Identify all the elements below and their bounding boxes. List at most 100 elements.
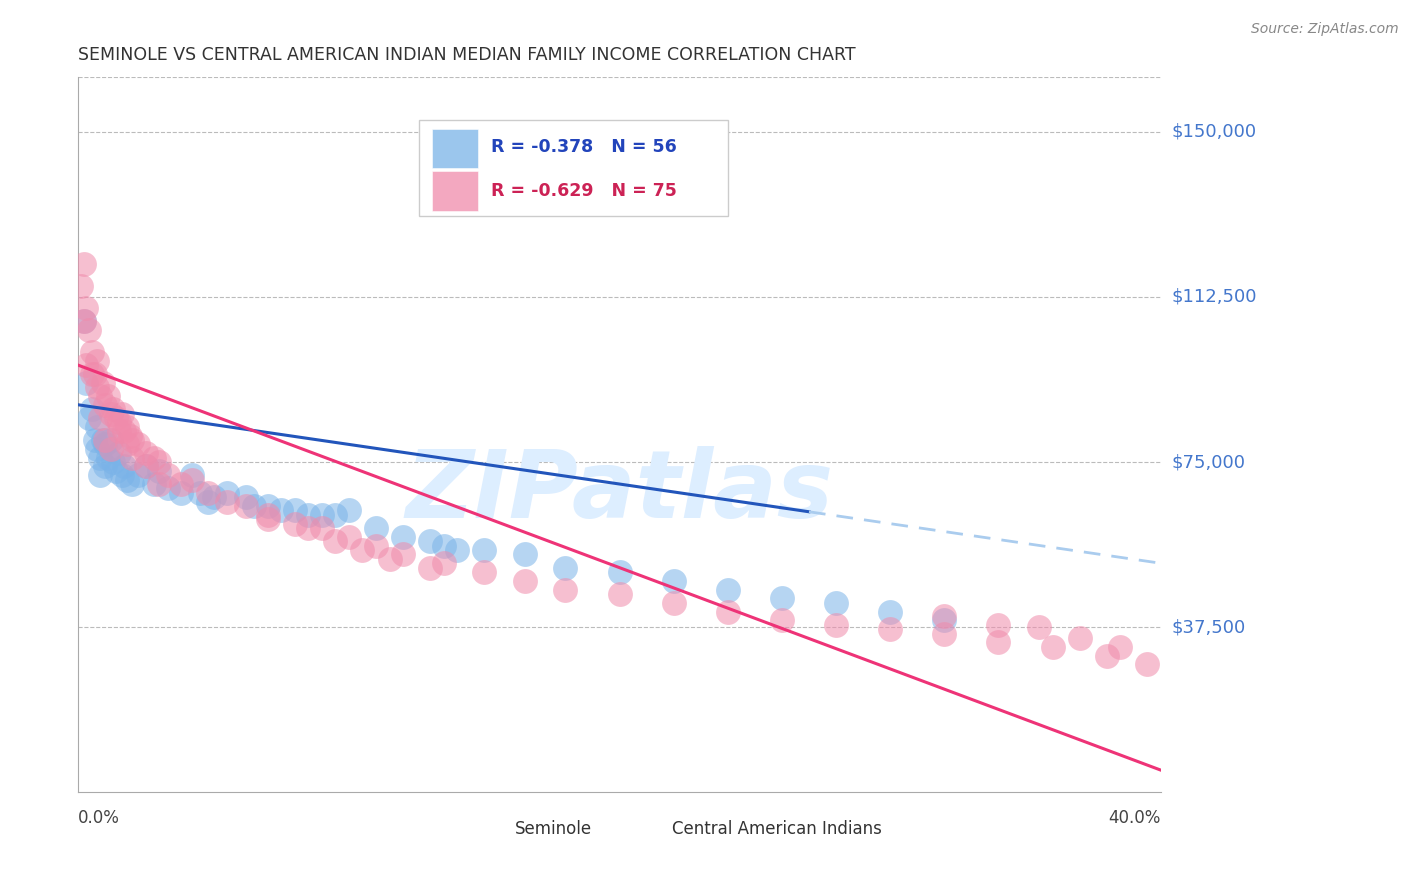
Point [1028,620,1050,634]
Point [717,582,740,597]
Point [284,516,307,531]
Point [156,482,179,496]
Text: Source: ZipAtlas.com: Source: ZipAtlas.com [1251,22,1399,37]
Point [297,521,319,535]
Text: ZIPatlas: ZIPatlas [405,446,834,538]
Point [118,428,141,442]
Point [170,486,193,500]
Point [135,459,157,474]
FancyBboxPatch shape [419,120,728,217]
Point [197,486,219,500]
Point [609,587,631,601]
Point [80,367,103,381]
Point [121,433,143,447]
Point [127,468,149,483]
Point [202,490,225,504]
FancyBboxPatch shape [641,820,665,838]
Point [217,486,239,500]
Point [987,618,1010,632]
Text: R = -0.378   N = 56: R = -0.378 N = 56 [491,138,676,156]
Text: R = -0.629   N = 75: R = -0.629 N = 75 [491,182,676,200]
FancyBboxPatch shape [432,171,478,211]
Point [89,389,111,403]
Point [256,512,278,526]
Point [181,468,204,483]
Point [256,508,278,522]
Text: Central American Indians: Central American Indians [672,821,882,838]
Point [392,530,415,544]
Point [80,345,103,359]
Point [197,494,219,508]
Point [879,605,901,619]
Point [112,459,135,474]
Point [103,402,125,417]
Point [86,380,108,394]
Point [143,477,166,491]
Point [825,618,848,632]
Point [89,411,111,425]
Point [235,490,257,504]
Point [1095,648,1118,663]
Point [143,450,166,465]
Point [433,539,456,553]
Point [121,477,143,491]
Point [270,503,292,517]
FancyBboxPatch shape [484,820,508,838]
Point [987,635,1010,649]
Point [554,582,576,597]
Point [86,419,108,434]
Point [934,609,956,624]
Text: 40.0%: 40.0% [1108,809,1161,827]
Point [170,477,193,491]
Point [103,455,125,469]
Text: $37,500: $37,500 [1173,618,1246,636]
Point [94,398,117,412]
FancyBboxPatch shape [432,129,478,169]
Point [419,534,441,549]
Point [115,473,138,487]
Point [337,503,360,517]
Point [188,486,211,500]
Text: $112,500: $112,500 [1173,288,1257,306]
Point [91,376,114,390]
Point [256,499,278,513]
Point [105,464,128,478]
Point [392,548,415,562]
Point [662,574,685,588]
Point [83,433,105,447]
Point [325,508,347,522]
Point [105,411,128,425]
Point [235,499,257,513]
Point [217,494,239,508]
Text: $75,000: $75,000 [1173,453,1246,471]
Point [717,605,740,619]
Point [135,459,157,474]
Point [1069,631,1091,645]
Point [284,503,307,517]
Point [100,407,122,421]
Point [127,437,149,451]
Point [86,442,108,456]
Point [97,450,120,465]
Point [108,424,131,438]
Point [112,424,135,438]
Point [77,323,100,337]
Point [73,257,96,271]
Point [115,437,138,451]
Point [825,596,848,610]
Point [337,530,360,544]
Point [472,565,495,579]
Point [148,477,170,491]
Point [91,433,114,447]
Point [472,543,495,558]
Point [554,560,576,574]
Point [115,419,138,434]
Point [148,464,170,478]
Point [83,367,105,381]
Point [879,622,901,636]
Point [94,459,117,474]
Point [75,376,97,390]
Point [662,596,685,610]
Point [94,437,117,451]
Point [325,534,347,549]
